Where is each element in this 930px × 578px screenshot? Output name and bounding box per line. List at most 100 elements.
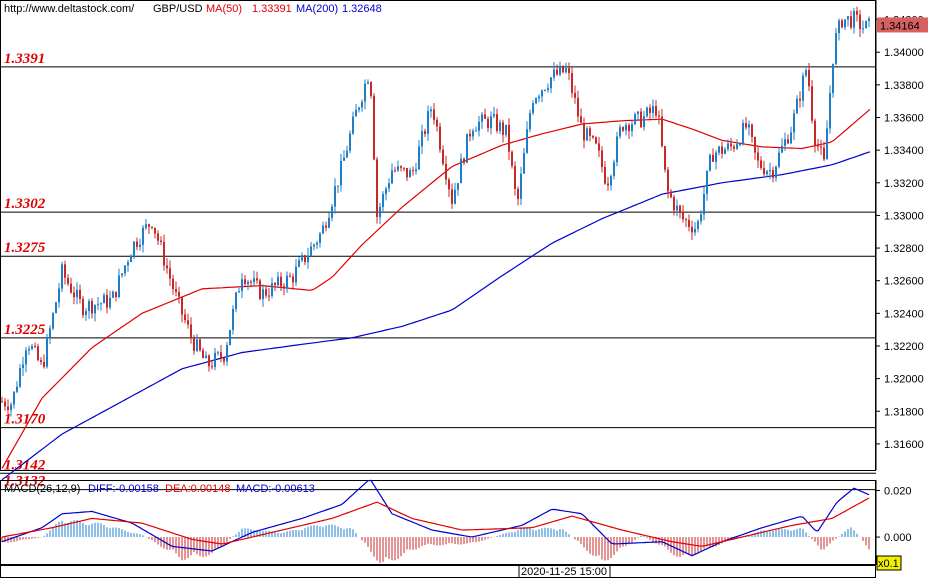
candle xyxy=(502,119,504,143)
candle xyxy=(658,110,660,125)
candle xyxy=(334,178,336,214)
price-tick-label: 1.32000 xyxy=(884,374,924,386)
candle xyxy=(490,111,492,135)
candle xyxy=(835,27,837,66)
candle xyxy=(817,138,819,152)
candle xyxy=(793,109,795,141)
candle xyxy=(763,160,765,176)
candle xyxy=(301,252,303,263)
macd-value: MACD:-0.00613 xyxy=(236,483,315,495)
candle xyxy=(181,296,183,323)
candle xyxy=(568,62,570,81)
candle xyxy=(337,185,339,194)
candle xyxy=(34,342,36,349)
candle xyxy=(163,234,165,271)
candle xyxy=(94,304,96,322)
candle xyxy=(124,264,126,277)
candle xyxy=(148,223,150,234)
candle xyxy=(127,259,129,272)
candle xyxy=(481,111,483,129)
level-label: 1.3391 xyxy=(4,51,45,67)
candle xyxy=(268,288,270,302)
candle xyxy=(727,139,729,152)
candle xyxy=(676,199,678,217)
candle xyxy=(820,139,822,155)
candle xyxy=(97,296,99,310)
macd-dea: DEA:0.00148 xyxy=(165,483,230,495)
candle xyxy=(859,9,861,38)
candle xyxy=(703,186,705,221)
candle xyxy=(586,126,588,141)
candle xyxy=(754,136,756,160)
candle xyxy=(121,273,123,278)
candle xyxy=(553,61,555,81)
candle xyxy=(679,204,681,219)
candle xyxy=(361,99,363,112)
candle xyxy=(343,150,345,161)
candle xyxy=(541,89,543,103)
candle xyxy=(208,354,210,372)
candle xyxy=(373,93,375,161)
candle xyxy=(625,122,627,136)
candle xyxy=(274,282,276,291)
candle xyxy=(1,396,3,403)
price-plot[interactable]: 1.3391 1.3302 1.3275 1.3225 1.3170 1.31421.31… xyxy=(0,0,876,491)
candle xyxy=(379,202,381,225)
candle xyxy=(253,270,255,286)
candle xyxy=(229,329,231,346)
candle xyxy=(238,287,240,293)
candle xyxy=(628,123,630,139)
candle xyxy=(256,271,258,284)
candle xyxy=(190,317,192,344)
candle xyxy=(832,63,834,98)
ma200-value: 1.32648 xyxy=(342,3,382,15)
candle xyxy=(394,167,396,173)
candle xyxy=(22,356,24,376)
candle xyxy=(718,145,720,156)
candle xyxy=(283,283,285,296)
candle xyxy=(49,325,51,345)
candle xyxy=(199,337,201,352)
candle xyxy=(142,225,144,253)
zoom-badge[interactable] xyxy=(876,555,902,571)
candle xyxy=(415,162,417,175)
candle xyxy=(46,334,48,369)
candle xyxy=(667,166,669,199)
candle xyxy=(196,333,198,353)
candle xyxy=(292,273,294,290)
candle xyxy=(322,221,324,235)
candle xyxy=(574,85,576,104)
candle xyxy=(67,274,69,286)
candle xyxy=(184,309,186,324)
candle xyxy=(505,124,507,138)
candle xyxy=(403,167,405,172)
candlestick-series xyxy=(1,6,870,417)
candle xyxy=(508,118,510,160)
candle xyxy=(601,146,603,173)
candle xyxy=(241,273,243,299)
price-tick-label: 1.32600 xyxy=(884,276,924,288)
candle xyxy=(55,301,57,314)
candle xyxy=(604,160,606,185)
candle xyxy=(790,126,792,145)
candle xyxy=(649,104,651,120)
candle xyxy=(166,258,168,274)
candle xyxy=(382,191,384,214)
ma200-label: MA(200) xyxy=(296,3,338,15)
level-label: 1.3142 xyxy=(4,457,46,473)
candle xyxy=(853,7,855,34)
candle xyxy=(457,183,459,196)
candle xyxy=(316,240,318,249)
candle xyxy=(556,64,558,76)
candle xyxy=(37,343,39,362)
candle xyxy=(529,109,531,133)
candle xyxy=(430,106,432,118)
candle xyxy=(712,148,714,162)
macd-axis: 0.020 0.000 xyxy=(875,480,912,565)
candle xyxy=(796,95,798,114)
candle xyxy=(778,148,780,169)
candle xyxy=(499,119,501,135)
candle xyxy=(232,305,234,335)
candle xyxy=(721,141,723,159)
